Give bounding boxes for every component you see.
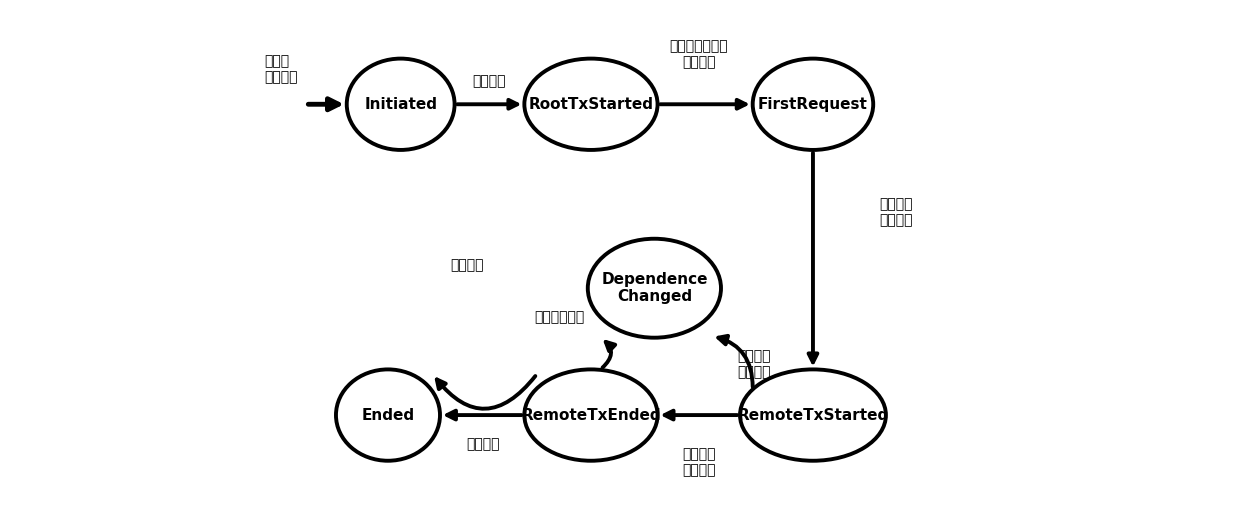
Text: 事务结束: 事务结束 xyxy=(451,259,484,272)
Text: Dependence
Changed: Dependence Changed xyxy=(601,272,707,304)
Ellipse shape xyxy=(740,369,886,461)
Text: 事务结束: 事务结束 xyxy=(466,437,499,451)
Text: 远程构件
结束返回: 远程构件 结束返回 xyxy=(681,447,716,477)
Text: Initiated: Initiated xyxy=(364,97,437,112)
Text: 开始访问
远程构件: 开始访问 远程构件 xyxy=(880,197,913,227)
Text: RootTxStarted: RootTxStarted xyxy=(529,97,653,112)
Text: Ended: Ended xyxy=(362,407,415,423)
Ellipse shape xyxy=(347,58,455,150)
Text: 开始访问
远程构件: 开始访问 远程构件 xyxy=(737,349,771,380)
Text: RemoteTxStarted: RemoteTxStarted xyxy=(737,407,888,423)
Ellipse shape xyxy=(753,58,873,150)
Text: 开始执行: 开始执行 xyxy=(473,74,507,88)
Text: RemoteTxEnded: RemoteTxEnded xyxy=(522,407,660,423)
Text: 将要第一次调用
其他构件: 将要第一次调用 其他构件 xyxy=(669,39,729,69)
Ellipse shape xyxy=(524,58,658,150)
Text: FirstRequest: FirstRequest xyxy=(758,97,867,112)
Text: 依赖信息改变: 依赖信息改变 xyxy=(534,310,584,324)
Ellipse shape xyxy=(524,369,658,461)
Ellipse shape xyxy=(587,239,721,338)
Text: 允许此
事务运行: 允许此 事务运行 xyxy=(264,54,297,85)
Ellipse shape xyxy=(336,369,440,461)
